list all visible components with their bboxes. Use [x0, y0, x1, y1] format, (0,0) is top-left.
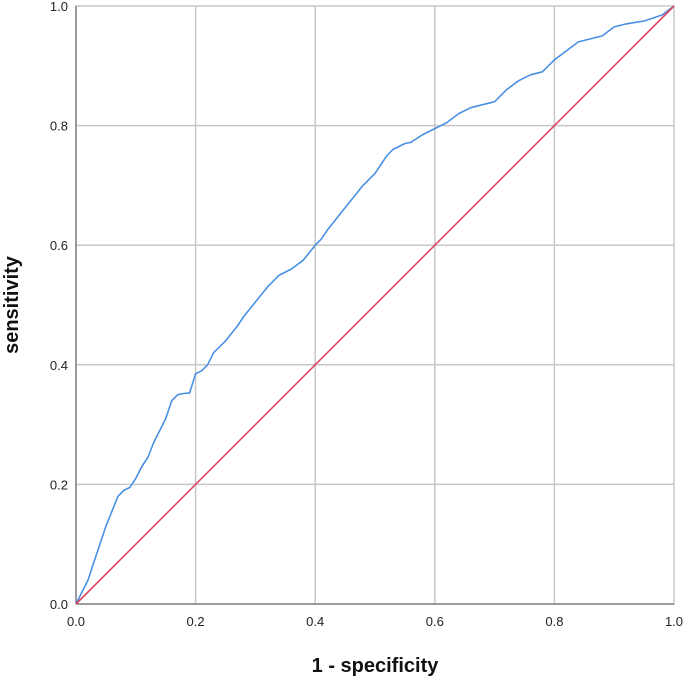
x-tick-label: 0.2	[187, 614, 205, 629]
y-axis-label: sensitivity	[1, 255, 23, 354]
x-tick-label: 0.0	[67, 614, 85, 629]
plot-frame	[75, 5, 675, 605]
y-tick-label: 0.6	[50, 238, 68, 253]
y-tick-label: 0.0	[50, 597, 68, 612]
data-series	[75, 5, 675, 605]
gridlines	[76, 6, 674, 604]
y-tick-label: 1.0	[50, 0, 68, 14]
y-tick-label: 0.2	[50, 477, 68, 492]
y-tick-label: 0.4	[50, 358, 68, 373]
x-tick-labels: 0.0 0.2 0.4 0.6 0.8 1.0	[67, 614, 683, 629]
x-tick-label: 0.4	[306, 614, 324, 629]
x-axis-label: 1 - specificity	[312, 655, 440, 677]
reference-diagonal-line	[75, 5, 675, 605]
roc-curve-line	[75, 5, 675, 605]
y-tick-label: 0.8	[50, 119, 68, 134]
x-tick-label: 0.8	[545, 614, 563, 629]
x-tick-label: 0.6	[426, 614, 444, 629]
y-tick-labels: 0.0 0.2 0.4 0.6 0.8 1.0	[50, 0, 68, 612]
x-tick-label: 1.0	[665, 614, 683, 629]
